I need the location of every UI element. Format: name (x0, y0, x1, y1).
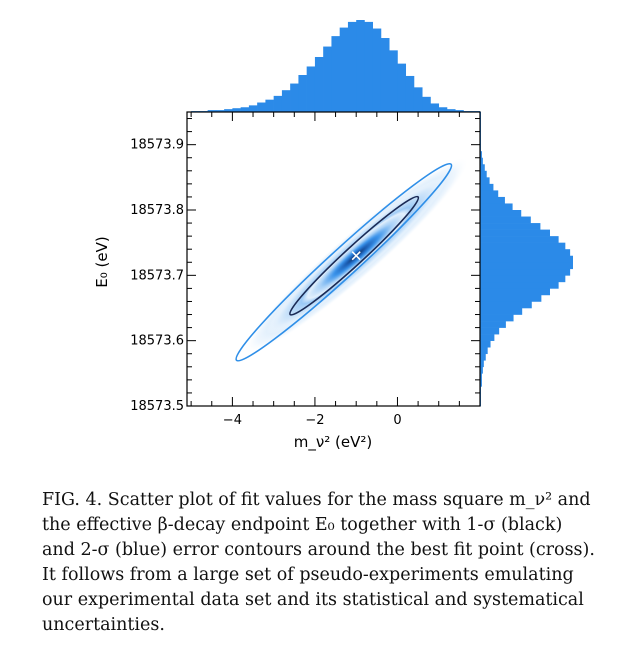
histogram-y-bar (480, 321, 506, 328)
histogram-y-bar (480, 236, 559, 243)
histogram-x-bar (455, 110, 464, 112)
histogram-x-bar (306, 66, 316, 112)
histogram-y-bar (480, 183, 494, 191)
histogram-x-bar (257, 102, 266, 112)
error-contours (235, 162, 453, 362)
y-tick-label: 18573.8 (130, 203, 184, 218)
histogram-x-bar (364, 21, 374, 112)
axis-ticks (187, 112, 480, 407)
histogram-y-bar (480, 196, 505, 204)
caption-line: uncertainties. (42, 615, 165, 635)
histogram-x-bar (372, 28, 382, 112)
histogram-x-bar (281, 90, 291, 112)
histogram-y-bar (480, 347, 488, 355)
histogram-x-bar (446, 109, 456, 112)
histogram-y-bar (480, 353, 486, 361)
histogram-x-bar (240, 107, 250, 112)
y-tick-label: 18573.7 (130, 268, 184, 283)
marginal-histogram-y (480, 112, 573, 407)
histogram-x-bar (397, 63, 407, 112)
histogram-y-bar (480, 314, 514, 322)
marginal-histogram-x (191, 20, 481, 113)
histogram-x-bar (380, 38, 390, 113)
histogram-y-bar (480, 170, 487, 178)
histogram-y-bar (480, 373, 482, 381)
histogram-x-bar (232, 108, 241, 112)
best-fit-marker (351, 251, 361, 261)
histogram-y-bar (480, 288, 550, 296)
histogram-x-bar (273, 95, 283, 112)
histogram-x-bar (356, 20, 365, 112)
y-tick-label: 18573.5 (130, 399, 184, 414)
caption-line: It follows from a large set of pseudo-ex… (42, 565, 574, 585)
histogram-x-bar (389, 50, 398, 112)
plot-area (235, 157, 469, 362)
histogram-y-bar (480, 177, 490, 185)
histogram-y-bar (480, 203, 513, 211)
scatter-plot-svg: −4 −2 0 18573.5 18573.6 18573.7 18573.8 18573.9… (93, 20, 573, 452)
histogram-y-bar (480, 157, 483, 165)
histogram-y-bar (480, 275, 566, 283)
caption-line: our experimental data set and its statis… (42, 590, 584, 610)
caption-line: FIG. 4. Scatter plot of fit values for t… (42, 490, 591, 510)
histogram-x-bar (265, 99, 274, 112)
y-axis-label: E₀ (eV) (93, 236, 111, 287)
contour-2-sigma (235, 162, 453, 362)
plot-frame (186, 111, 481, 407)
histogram-y-bar (480, 164, 485, 172)
histogram-x-bar (339, 27, 349, 112)
histogram-y-bar (480, 340, 491, 348)
histogram-y-bar (480, 268, 571, 276)
contour-1-sigma (289, 195, 420, 316)
histogram-x-bar (224, 109, 233, 112)
histogram-y-bar (480, 262, 573, 270)
histogram-y-bar (480, 229, 550, 237)
x-axis-label: m_ν² (eV²) (294, 433, 372, 452)
histogram-x-bar (413, 87, 423, 112)
histogram-x-bar (298, 75, 307, 112)
y-tick-label: 18573.9 (130, 138, 184, 153)
y-tick-label: 18573.6 (130, 334, 184, 349)
histogram-y-bar (480, 327, 500, 335)
histogram-x-bar (215, 110, 225, 112)
histogram-y-bar (480, 216, 531, 224)
histogram-y-bar (480, 281, 559, 289)
histogram-y-bar (480, 360, 484, 368)
histogram-x-bar (207, 110, 217, 112)
histogram-x-bar (323, 46, 332, 112)
histogram-x-bar (422, 96, 431, 112)
histogram-x-bar (314, 56, 324, 112)
x-tick-label: −2 (305, 413, 324, 428)
figure-caption: FIG. 4. Scatter plot of fit values for t… (42, 488, 608, 638)
histogram-x-bar (331, 36, 340, 112)
histogram-y-bar (480, 190, 499, 198)
histogram-x-bar (430, 103, 440, 112)
histogram-x-bar (248, 105, 258, 112)
histogram-x-bar (290, 83, 299, 112)
histogram-y-bar (480, 379, 482, 387)
caption-line: and 2-σ (blue) error contours around the… (42, 540, 595, 560)
histogram-y-bar (480, 308, 523, 315)
histogram-y-bar (480, 294, 542, 302)
histogram-y-bar (480, 210, 522, 217)
caption-line: the effective β-decay endpoint E₀ togeth… (42, 515, 563, 535)
x-tick-label: −4 (223, 413, 242, 428)
histogram-y-bar (480, 151, 482, 159)
axis-tick-labels: −4 −2 0 18573.5 18573.6 18573.7 18573.8 18573.9 (130, 138, 401, 428)
x-tick-label: 0 (393, 413, 401, 428)
histogram-y-bar (480, 334, 495, 341)
histogram-y-bar (480, 242, 566, 250)
figure: −4 −2 0 18573.5 18573.6 18573.7 18573.8 18573.9… (93, 20, 573, 452)
histogram-y-bar (480, 223, 541, 230)
histogram-y-bar (480, 255, 573, 263)
histogram-y-bar (480, 249, 571, 257)
histogram-x-bar (405, 75, 415, 112)
histogram-x-bar (347, 21, 357, 112)
best-fit-cross-line (351, 251, 361, 261)
histogram-y-bar (480, 366, 483, 374)
histogram-x-bar (438, 107, 448, 112)
histogram-y-bar (480, 301, 532, 309)
